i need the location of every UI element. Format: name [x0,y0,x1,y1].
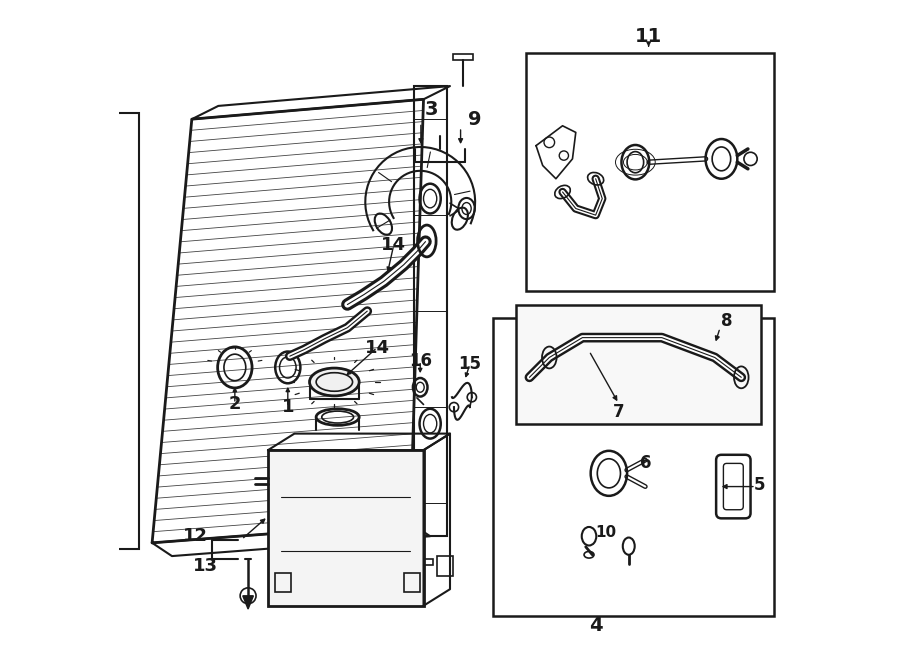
Text: 13: 13 [193,557,218,575]
Text: 16: 16 [409,352,432,370]
Bar [493,318,774,616]
Text: 8: 8 [721,312,733,330]
Bar [526,53,774,291]
Text: 6: 6 [640,454,651,473]
Text: 2: 2 [229,395,241,413]
Bar [414,86,446,536]
Bar [86,510,103,536]
Bar [404,573,420,592]
Text: 14: 14 [382,236,406,254]
Bar [99,113,139,549]
Text: 11: 11 [635,27,662,46]
Text: 4: 4 [589,616,602,635]
Text: 12: 12 [183,527,208,545]
Ellipse shape [310,368,359,396]
Text: 1: 1 [282,398,294,416]
Text: 14: 14 [364,338,390,357]
Bar [517,305,761,424]
Text: 3: 3 [425,100,438,118]
Bar [86,173,103,200]
Bar [274,573,291,592]
Bar [454,54,473,60]
Text: 5: 5 [753,475,765,494]
Bar [414,559,434,565]
Bar [268,450,424,606]
Bar [436,556,454,576]
Text: 9: 9 [468,110,482,128]
Text: 15: 15 [458,355,482,373]
Text: 10: 10 [595,526,616,540]
Text: 7: 7 [613,403,625,422]
Polygon shape [243,596,254,609]
